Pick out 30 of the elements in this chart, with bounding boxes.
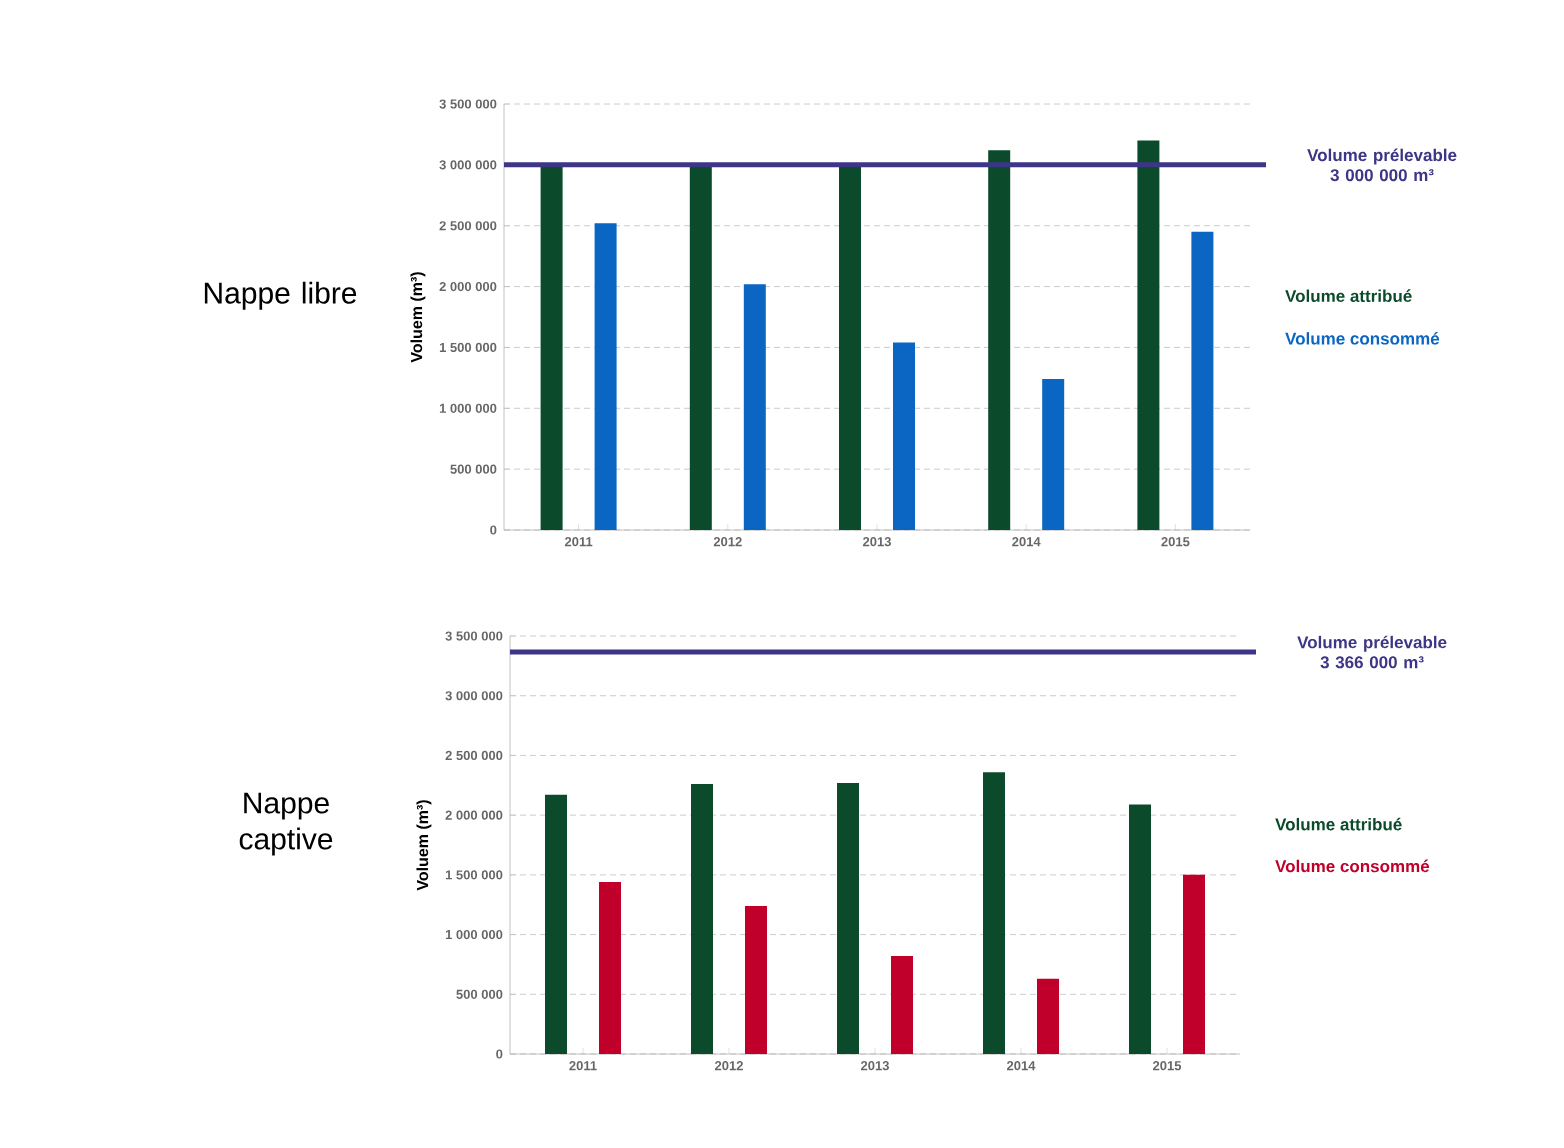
y-axis-title: Voluem (m³) [410,272,426,363]
text: Nappe libre [204,281,357,310]
bar [594,223,617,531]
text: Volume consommé [1275,859,1430,873]
bar [1037,978,1060,1055]
bar [1191,231,1214,531]
bar [743,284,766,531]
bar [540,164,563,531]
bar [1183,874,1205,1055]
ref-line-label: Volume prélevable 3 366 000 m³ [1297,635,1447,669]
bar [839,164,861,531]
text: Volume consommé [1285,331,1440,345]
bar [891,956,913,1055]
bar [1129,804,1152,1055]
bar [689,164,712,531]
text: Volume attribué [1275,817,1402,831]
bar [1042,379,1065,531]
bar [745,905,767,1055]
bar [893,342,915,531]
text: Volume attribué [1285,289,1412,303]
ref-line-label: Volume prélevable 3 000 000 m³ [1307,148,1457,182]
text: Nappe captive [239,792,333,856]
bar [988,150,1011,531]
y-axis-title: Voluem (m³) [416,800,432,891]
bar [545,794,567,1055]
bar [837,782,859,1055]
bar [983,772,1005,1055]
bar [1137,140,1160,531]
bar [691,784,714,1055]
bar [599,882,622,1055]
